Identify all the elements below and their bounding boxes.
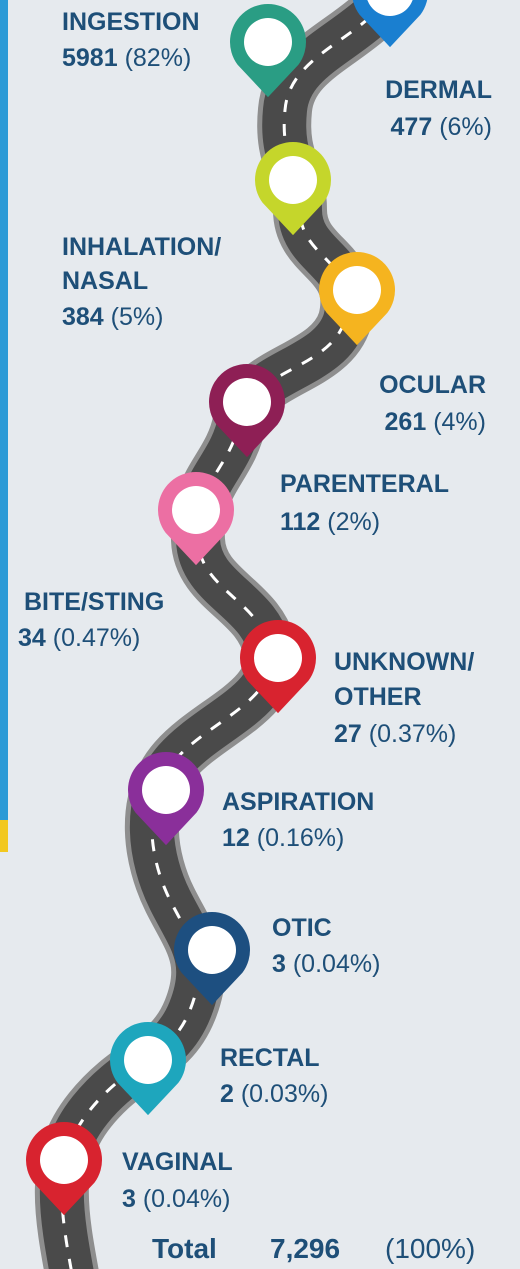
label: UNKNOWN/ <box>334 648 474 676</box>
pin-center <box>244 18 292 66</box>
label: DERMAL <box>385 76 492 104</box>
stat: 34 (0.47%) <box>18 624 140 652</box>
label: OTIC <box>272 914 332 942</box>
pin-center <box>223 378 271 426</box>
stat: 477 (6%) <box>391 113 492 141</box>
label: NASAL <box>62 267 148 295</box>
page: {"items": [ {"label_lines": ["INGESTION"… <box>0 0 520 1269</box>
side-bar <box>0 0 8 820</box>
label: OTHER <box>334 683 422 711</box>
total-count: 7,296 <box>270 1233 340 1264</box>
pin-center <box>333 266 381 314</box>
pin-center <box>188 926 236 974</box>
pin-center <box>254 634 302 682</box>
label: ASPIRATION <box>222 788 374 816</box>
pin-center <box>269 156 317 204</box>
stat: 3 (0.04%) <box>272 950 380 978</box>
pin-center <box>172 486 220 534</box>
label: INGESTION <box>62 8 200 36</box>
infographic: INGESTION 5981 (82%) DERMAL 477 (6%) INH… <box>0 0 520 1269</box>
stat: 5981 (82%) <box>62 44 191 72</box>
label: RECTAL <box>220 1044 320 1072</box>
label: VAGINAL <box>122 1148 233 1176</box>
pin-center <box>142 766 190 814</box>
label: BITE/STING <box>24 588 164 616</box>
label: PARENTERAL <box>280 470 449 498</box>
label: OCULAR <box>379 371 486 399</box>
stat: 3 (0.04%) <box>122 1185 230 1213</box>
stat: 384 (5%) <box>62 303 163 331</box>
side-bar-accent <box>0 820 8 852</box>
pin-center <box>40 1136 88 1184</box>
total-label: Total <box>152 1233 217 1264</box>
stat: 261 (4%) <box>385 408 486 436</box>
label: INHALATION/ <box>62 233 221 261</box>
stat: 2 (0.03%) <box>220 1080 328 1108</box>
stat: 27 (0.37%) <box>334 720 456 748</box>
pin-center <box>124 1036 172 1084</box>
total-percent: (100%) <box>385 1233 475 1264</box>
stat: 12 (0.16%) <box>222 824 344 852</box>
stat: 112 (2%) <box>280 508 380 536</box>
